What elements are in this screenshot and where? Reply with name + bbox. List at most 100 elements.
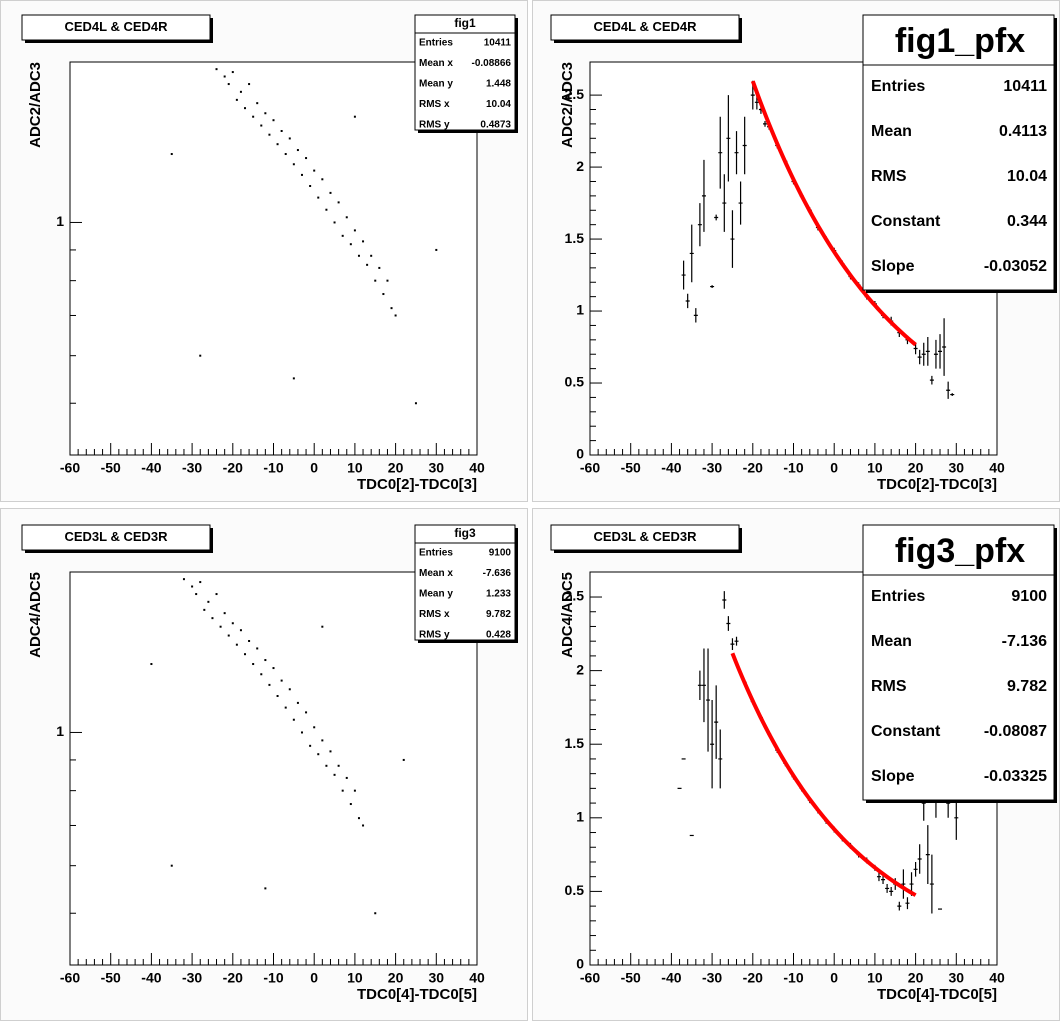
profile-point <box>929 854 934 914</box>
stats-value: 0.4113 <box>999 123 1047 140</box>
stats-name: RMS <box>871 168 907 185</box>
scatter-point <box>284 706 287 709</box>
profile-point <box>714 685 719 759</box>
profile-point <box>685 293 690 309</box>
scatter-point <box>272 119 275 122</box>
scatter-point <box>394 314 397 317</box>
scatter-point <box>414 402 417 405</box>
scatter-point <box>248 639 251 642</box>
stats-name: Constant <box>871 723 941 740</box>
profile-point <box>946 381 951 399</box>
x-tick-label: -60 <box>580 460 600 476</box>
stats-value: -0.03325 <box>984 768 1047 785</box>
profile-point <box>763 121 768 127</box>
stats-name: Entries <box>419 548 453 559</box>
scatter-point <box>353 789 356 792</box>
stats-title: fig1 <box>454 16 476 30</box>
scatter-point <box>329 750 332 753</box>
profile-point <box>714 214 719 221</box>
scatter-point <box>276 695 279 698</box>
x-tick-label: 10 <box>867 460 883 476</box>
stats-title: fig3 <box>454 526 476 540</box>
x-tick-label: 20 <box>388 970 404 986</box>
stats-value: 9100 <box>1011 588 1047 605</box>
stats-name: RMS x <box>419 609 450 620</box>
scatter-point <box>435 248 438 251</box>
profile-point <box>726 616 731 631</box>
scatter-point <box>280 679 283 682</box>
x-tick-label: -50 <box>621 460 641 476</box>
x-tick-label: -40 <box>661 460 681 476</box>
stats-name: Mean <box>871 633 912 650</box>
x-tick-label: -40 <box>661 970 681 986</box>
scatter-point <box>182 578 185 581</box>
x-tick-label: 20 <box>388 460 404 476</box>
x-tick-label: -50 <box>101 970 121 986</box>
scatter-point <box>296 149 299 152</box>
y-tick-label: 2 <box>576 158 584 174</box>
y-axis-label: ADC4/ADC5 <box>559 572 576 658</box>
scatter-point <box>325 208 328 211</box>
x-tick-label: 40 <box>989 970 1005 986</box>
scatter-point <box>292 377 295 380</box>
stats-value: 10411 <box>1003 78 1047 95</box>
scatter-point <box>256 647 259 650</box>
profile-point <box>697 203 702 247</box>
scatter-point <box>199 581 202 584</box>
title-box <box>550 524 740 551</box>
x-tick-label: 0 <box>830 970 838 986</box>
x-tick-label: 40 <box>469 970 485 986</box>
stats-value: 0.428 <box>486 630 511 641</box>
x-tick-label: -20 <box>743 460 763 476</box>
stats-name: RMS <box>871 678 907 695</box>
profile-point <box>701 648 706 723</box>
x-tick-label: -10 <box>263 460 283 476</box>
profile-point <box>738 181 743 225</box>
stats-name: Mean x <box>419 568 453 579</box>
profile-point <box>881 875 886 885</box>
x-tick-label: -20 <box>223 970 243 986</box>
x-tick-label: 0 <box>310 970 318 986</box>
scatter-point <box>227 83 230 86</box>
stats-title: fig1_pfx <box>895 22 1025 60</box>
profile-point <box>734 131 739 175</box>
scatter-point <box>215 68 218 71</box>
stats-name: Slope <box>871 258 915 275</box>
scatter-point <box>321 625 324 628</box>
title-box <box>21 524 211 551</box>
profile-point <box>689 224 694 283</box>
scatter-point <box>382 293 385 296</box>
x-tick-label: 10 <box>347 970 363 986</box>
stats-name: RMS y <box>419 120 450 131</box>
scatter-point <box>402 758 405 761</box>
stats-name: Mean x <box>419 58 453 69</box>
scatter-point <box>227 634 230 637</box>
stats-name: Entries <box>871 78 925 95</box>
stats-name: Constant <box>871 213 941 230</box>
profile-point <box>730 638 735 651</box>
x-tick-label: 10 <box>347 460 363 476</box>
x-tick-label: 10 <box>867 970 883 986</box>
profile-point <box>885 884 890 893</box>
stats-name: RMS y <box>419 630 450 641</box>
scatter-point <box>191 585 194 588</box>
profile-point <box>897 901 902 911</box>
scatter-point <box>349 243 352 246</box>
stats-value: 10411 <box>484 38 512 49</box>
y-axis-label: ADC2/ADC3 <box>27 62 44 148</box>
scatter-point <box>272 667 275 670</box>
stats-name: Entries <box>419 38 453 49</box>
stats-name: Mean <box>871 123 912 140</box>
frame <box>69 61 478 456</box>
stats-box <box>414 524 516 641</box>
scatter-point <box>203 608 206 611</box>
scatter-point <box>313 169 316 172</box>
scatter-point <box>292 718 295 721</box>
stats-box <box>414 14 516 131</box>
scatter-point <box>292 163 295 166</box>
y-tick-label: 1.5 <box>565 230 585 246</box>
stats-value: 1.448 <box>486 79 511 90</box>
scatter-point <box>284 153 287 156</box>
profile-point <box>742 116 747 175</box>
stats-value: -7.136 <box>1002 633 1047 650</box>
